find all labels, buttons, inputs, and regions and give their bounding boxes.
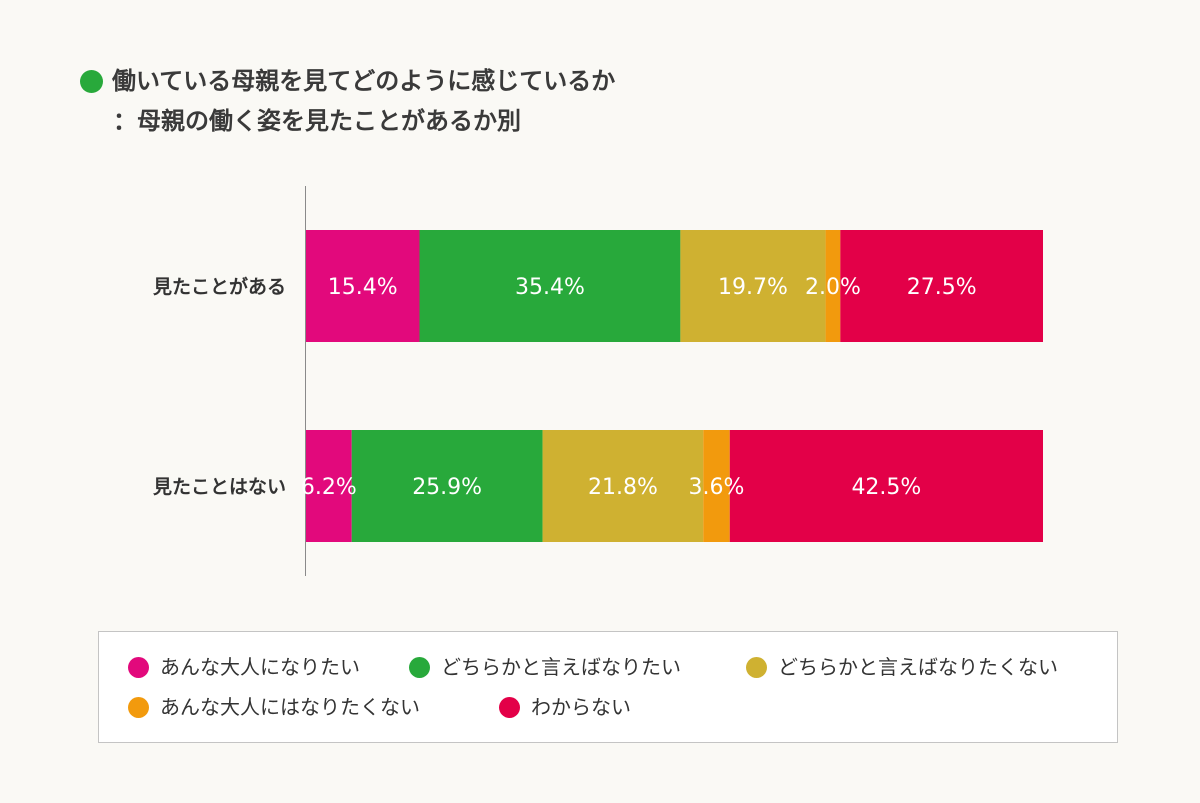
data-label-0-2: 19.7%: [718, 275, 788, 300]
legend-label-4: わからない: [531, 695, 631, 719]
chart-title-text: 働いている母親を見てどのように感じているか: [112, 67, 616, 95]
legend-item-0: あんな大人になりたい: [128, 655, 360, 679]
data-label-0-4: 27.5%: [907, 275, 977, 300]
legend-swatch-3: [128, 697, 149, 718]
legend-item-4: わからない: [499, 695, 631, 719]
bar-segment-1-3: [703, 430, 730, 542]
legend-label-2: どちらかと言えばなりたくない: [778, 655, 1058, 679]
data-label-1-1: 25.9%: [412, 475, 482, 500]
data-label-1-3: 3.6%: [689, 475, 745, 500]
category-label-1: 見たことはない: [153, 476, 286, 498]
data-label-1-4: 42.5%: [851, 475, 921, 500]
legend-label-3: あんな大人にはなりたくない: [160, 695, 420, 719]
legend-label-0: あんな大人になりたい: [160, 655, 360, 679]
legend-swatch-2: [746, 657, 767, 678]
data-label-0-3: 2.0%: [805, 275, 861, 300]
bar-segment-0-1: [419, 230, 681, 342]
bar-segment-1-4: [729, 430, 1043, 542]
bar-segment-0-2: [680, 230, 826, 342]
legend-item-1: どちらかと言えばなりたい: [409, 655, 681, 679]
legend-item-3: あんな大人にはなりたくない: [128, 695, 420, 719]
data-label-1-2: 21.8%: [588, 475, 658, 500]
legend-swatch-4: [499, 697, 520, 718]
data-label-0-1: 35.4%: [515, 275, 585, 300]
stacked-bar-chart: 15.4% 35.4% 19.7% 2.0% 27.5% 見たことがある 6.2% 25.9%…: [153, 186, 1043, 576]
data-label-0-0: 15.4%: [328, 275, 398, 300]
legend-swatch-1: [409, 657, 430, 678]
data-label-1-0: 6.2%: [301, 475, 357, 500]
bar-segment-1-1: [351, 430, 543, 542]
bar-segment-1-0: [306, 430, 352, 542]
legend: あんな大人になりたい どちらかと言えばなりたい どちらかと言えばなりたくない あ…: [98, 631, 1118, 743]
bar-segment-1-2: [542, 430, 704, 542]
bar-segment-0-3: [825, 230, 841, 342]
title-bullet-dot: [80, 70, 103, 93]
legend-item-2: どちらかと言えばなりたくない: [746, 655, 1058, 679]
legend-label-1: どちらかと言えばなりたい: [441, 655, 681, 679]
chart-subtitle: ：母親の働く姿を見たことがあるか別: [113, 107, 521, 135]
chart-title-line1: 働いている母親を見てどのように感じているか: [80, 62, 615, 100]
bar-segment-0-0: [306, 230, 420, 342]
bar-segment-0-4: [840, 230, 1043, 342]
legend-swatch-0: [128, 657, 149, 678]
category-label-0: 見たことがある: [153, 275, 286, 298]
